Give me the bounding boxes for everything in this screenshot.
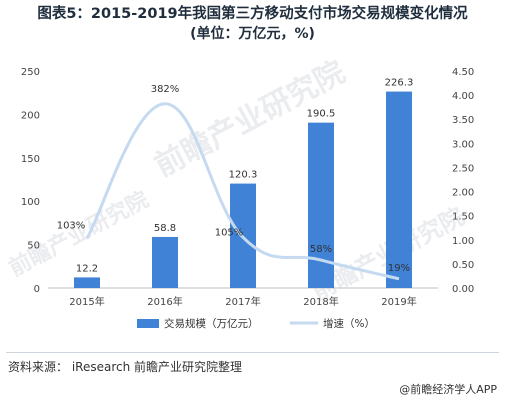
y-right-tick-label: 2.50 xyxy=(452,163,474,174)
source-note: 资料来源： iResearch 前瞻产业研究院整理 xyxy=(8,360,243,374)
x-tick-label: 2015年 xyxy=(69,295,104,308)
y-right-tick-label: 1.50 xyxy=(452,212,474,223)
legend-line-label: 增速（%） xyxy=(323,317,375,330)
y-left-tick-label: 200 xyxy=(21,110,40,121)
y-right-tick-label: 4.50 xyxy=(452,67,474,78)
y-right-tick-label: 0.00 xyxy=(452,284,474,295)
bar xyxy=(152,236,178,288)
y-left-tick-label: 150 xyxy=(21,154,40,165)
growth-value-label: 19% xyxy=(388,263,410,274)
y-right-tick-label: 1.00 xyxy=(452,236,474,247)
legend-bar-swatch xyxy=(137,319,159,328)
x-tick-label: 2016年 xyxy=(147,295,182,308)
y-right-tick-label: 2.00 xyxy=(452,188,474,199)
x-tick-label: 2017年 xyxy=(225,295,260,308)
growth-value-label: 382% xyxy=(151,84,180,95)
chart-canvas: 前瞻产业研究院前瞻产业研究院前瞻产业研究院0501001502002500.00… xyxy=(5,55,475,330)
y-right-tick-label: 0.50 xyxy=(452,260,474,271)
y-left-tick-label: 250 xyxy=(21,67,40,78)
y-left-tick-label: 100 xyxy=(21,197,40,208)
bar-value-label: 226.3 xyxy=(385,78,414,89)
bar xyxy=(386,91,412,289)
y-right-tick-label: 3.00 xyxy=(452,139,474,150)
title-line-2: (单位：万亿元，%) xyxy=(190,26,315,42)
x-tick-label: 2019年 xyxy=(381,295,416,308)
legend-bar-label: 交易规模（万亿元） xyxy=(164,317,259,330)
bar-value-label: 12.2 xyxy=(76,263,98,274)
y-right-tick-label: 3.50 xyxy=(452,115,474,126)
growth-line xyxy=(85,102,400,281)
growth-value-label: 103% xyxy=(57,220,86,231)
y-left-tick-label: 0 xyxy=(34,284,40,295)
bar-value-label: 58.8 xyxy=(154,223,176,234)
y-right-tick-label: 4.00 xyxy=(452,91,474,102)
y-left-tick-label: 50 xyxy=(27,241,40,252)
bar-value-label: 190.5 xyxy=(307,109,336,120)
x-tick-label: 2018年 xyxy=(303,295,338,308)
credit-note: @前瞻经济学人APP xyxy=(399,383,497,396)
footer-divider xyxy=(6,352,499,353)
bar-value-label: 120.3 xyxy=(229,170,258,181)
growth-value-label: 105% xyxy=(215,227,244,238)
title-line-1: 图表5：2015-2019年我国第三方移动支付市场交易规模变化情况 xyxy=(37,6,468,22)
chart-title: 图表5：2015-2019年我国第三方移动支付市场交易规模变化情况 (单位：万亿… xyxy=(0,4,505,44)
growth-value-label: 58% xyxy=(310,244,332,255)
bar xyxy=(74,277,100,288)
